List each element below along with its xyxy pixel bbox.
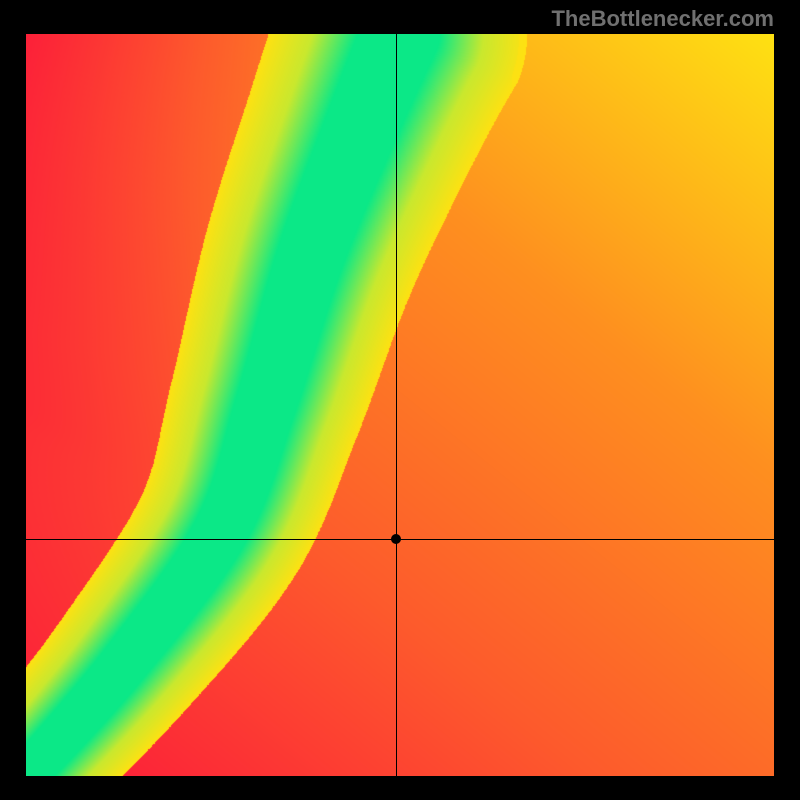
chart-container: TheBottlenecker.com [0,0,800,800]
heatmap-plot [26,34,774,776]
crosshair-marker [391,534,401,544]
heatmap-canvas [26,34,774,776]
watermark-text: TheBottlenecker.com [551,6,774,32]
crosshair-vertical [396,34,397,776]
